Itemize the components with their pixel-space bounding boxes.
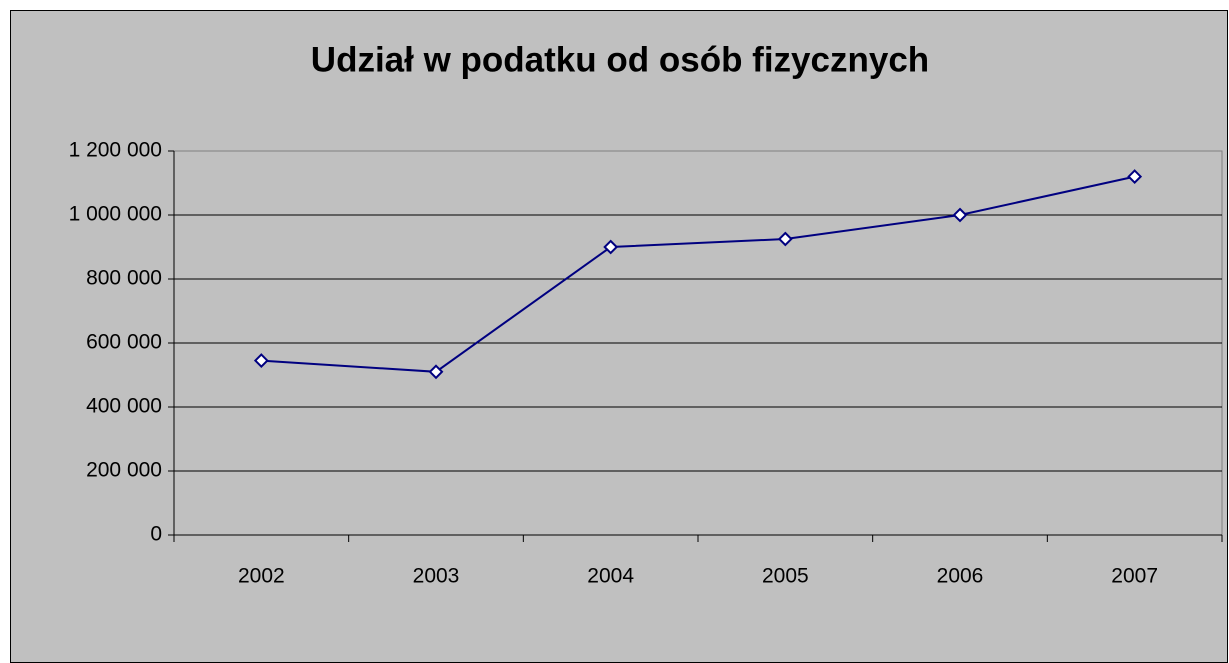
marker (603, 239, 619, 255)
y-tick-label: 0 (150, 523, 162, 546)
x-tick-label: 2004 (587, 565, 634, 588)
x-tick-label: 2006 (937, 565, 984, 588)
x-tick-label: 2007 (1111, 565, 1158, 588)
marker (253, 353, 269, 369)
x-tick-label: 2003 (413, 565, 460, 588)
y-tick-label: 400 000 (86, 395, 162, 418)
y-tick-label: 1 200 000 (69, 139, 162, 162)
x-tick-label: 2002 (238, 565, 285, 588)
y-tick-label: 600 000 (86, 331, 162, 354)
x-tick-label: 2005 (762, 565, 809, 588)
marker (1127, 169, 1143, 185)
y-tick-label: 800 000 (86, 267, 162, 290)
y-tick-label: 200 000 (86, 459, 162, 482)
line (261, 175, 1135, 373)
marker (777, 231, 793, 247)
marker (428, 364, 444, 380)
y-tick-label: 1 000 000 (69, 203, 162, 226)
chart-title: Udział w podatku od osób fizycznych (311, 40, 929, 79)
marker (952, 207, 968, 223)
